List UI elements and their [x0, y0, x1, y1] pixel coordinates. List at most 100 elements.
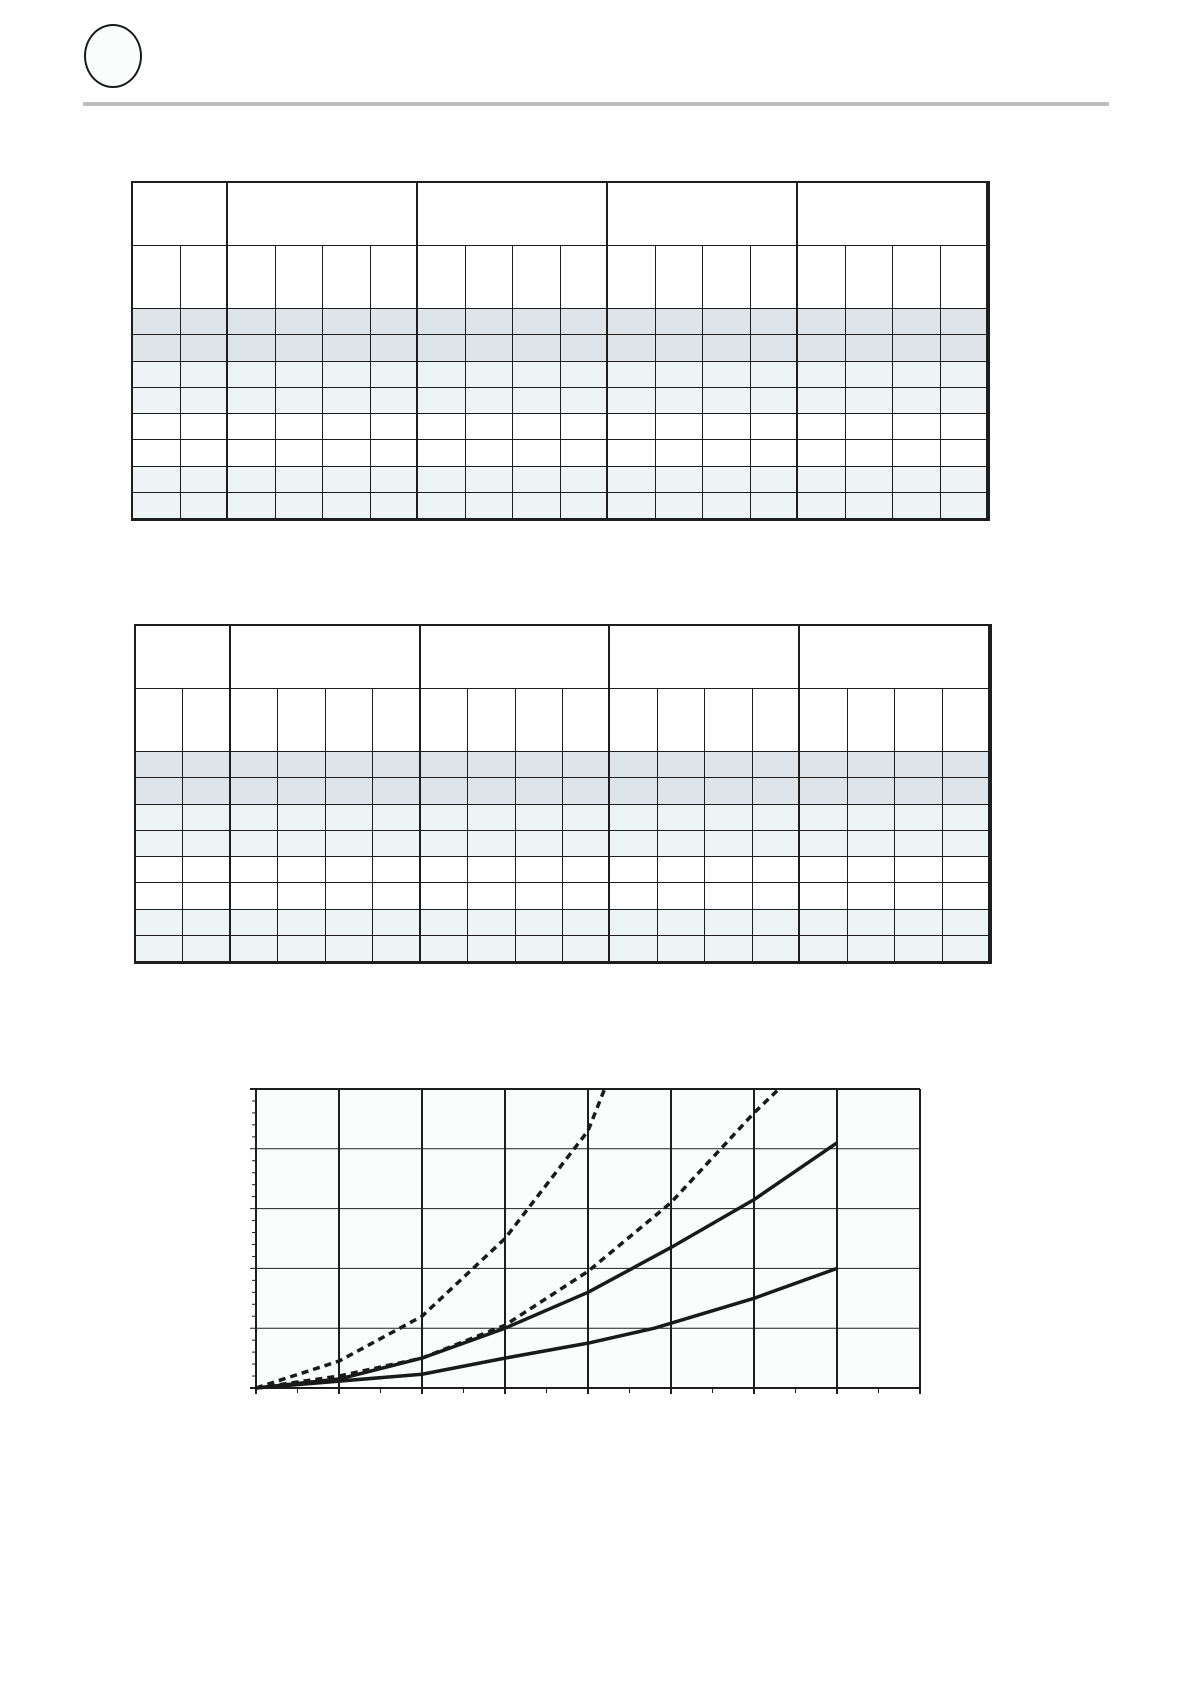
- table-cell: [657, 909, 706, 936]
- table-cell: [560, 361, 608, 388]
- table-cell: [847, 909, 896, 936]
- table-cell: [136, 804, 184, 831]
- table-cell: [893, 492, 941, 519]
- table-cell: [893, 466, 941, 493]
- table-cell: [275, 492, 323, 519]
- table-cell: [468, 935, 516, 962]
- table-cell: [940, 335, 988, 362]
- table-cell: [752, 935, 801, 962]
- table-cell: [895, 830, 943, 857]
- table-cell: [465, 466, 513, 493]
- table-cell: [373, 804, 421, 831]
- table-cell: [275, 335, 323, 362]
- table-cell: [228, 387, 276, 414]
- table-cell: [563, 778, 611, 805]
- subheader-cell: [228, 246, 276, 309]
- table-cell: [895, 883, 943, 910]
- table-cell: [370, 492, 418, 519]
- table-cell: [133, 440, 181, 467]
- table-cell: [183, 935, 231, 962]
- table-cell: [608, 387, 656, 414]
- table-cell: [798, 335, 846, 362]
- table-cell: [610, 909, 658, 936]
- table-cell: [136, 857, 184, 884]
- subheader-cell: [468, 689, 516, 752]
- table-cell: [183, 830, 231, 857]
- table-cell: [515, 857, 563, 884]
- group-header-cell: [228, 183, 418, 246]
- table-cell: [895, 857, 943, 884]
- table-cell: [752, 883, 801, 910]
- table-cell: [942, 883, 990, 910]
- table-cell: [373, 857, 421, 884]
- table-cell: [560, 309, 608, 336]
- table-cell: [893, 335, 941, 362]
- table-cell: [703, 414, 751, 441]
- group-header-cell: [230, 626, 421, 689]
- table-cell: [800, 857, 848, 884]
- section-number-badge: [84, 24, 142, 88]
- table-cell: [750, 309, 798, 336]
- table-cell: [136, 830, 184, 857]
- table-cell: [325, 778, 374, 805]
- table-cell: [560, 414, 608, 441]
- table-cell: [180, 466, 228, 493]
- table-cell: [940, 414, 988, 441]
- table-cell: [942, 804, 990, 831]
- table-cell: [420, 883, 469, 910]
- subheader-cell: [323, 246, 371, 309]
- table-cell: [325, 909, 374, 936]
- table-cell: [420, 752, 469, 779]
- table-cell: [230, 778, 279, 805]
- table-cell: [418, 466, 466, 493]
- subheader-cell: [515, 689, 563, 752]
- table-cell: [703, 492, 751, 519]
- table-cell: [278, 830, 326, 857]
- table-cell: [373, 909, 421, 936]
- table-cell: [133, 492, 181, 519]
- table-cell: [325, 830, 374, 857]
- table-cell: [230, 804, 279, 831]
- table-cell: [465, 414, 513, 441]
- table-cell: [278, 857, 326, 884]
- table-cell: [278, 752, 326, 779]
- table-cell: [230, 752, 279, 779]
- table-cell: [895, 909, 943, 936]
- table-cell: [845, 414, 893, 441]
- table-cell: [942, 909, 990, 936]
- table-cell: [752, 857, 801, 884]
- table-cell: [942, 778, 990, 805]
- table-cell: [468, 857, 516, 884]
- table-cell: [895, 804, 943, 831]
- table-cell: [798, 466, 846, 493]
- table-cell: [798, 440, 846, 467]
- table-cell: [513, 309, 561, 336]
- table-cell: [370, 466, 418, 493]
- table-cell: [847, 935, 896, 962]
- table-cell: [610, 935, 658, 962]
- table-cell: [563, 857, 611, 884]
- table-cell: [513, 361, 561, 388]
- table-cell: [228, 335, 276, 362]
- table-cell: [370, 361, 418, 388]
- table-cell: [610, 778, 658, 805]
- series-line-4: [255, 1266, 838, 1390]
- table-cell: [136, 909, 184, 936]
- series-line-3: [255, 1141, 838, 1390]
- table-cell: [278, 935, 326, 962]
- subheader-cell: [136, 689, 184, 752]
- series-line-2: [255, 1087, 781, 1390]
- table-cell: [325, 804, 374, 831]
- table-cell: [133, 335, 181, 362]
- table-cell: [515, 909, 563, 936]
- table-cell: [465, 387, 513, 414]
- table-cell: [800, 778, 848, 805]
- table-cell: [418, 335, 466, 362]
- table-cell: [183, 857, 231, 884]
- subheader-cell: [893, 246, 941, 309]
- table-cell: [325, 857, 374, 884]
- table-cell: [370, 414, 418, 441]
- subheader-cell: [133, 246, 181, 309]
- table-cell: [798, 387, 846, 414]
